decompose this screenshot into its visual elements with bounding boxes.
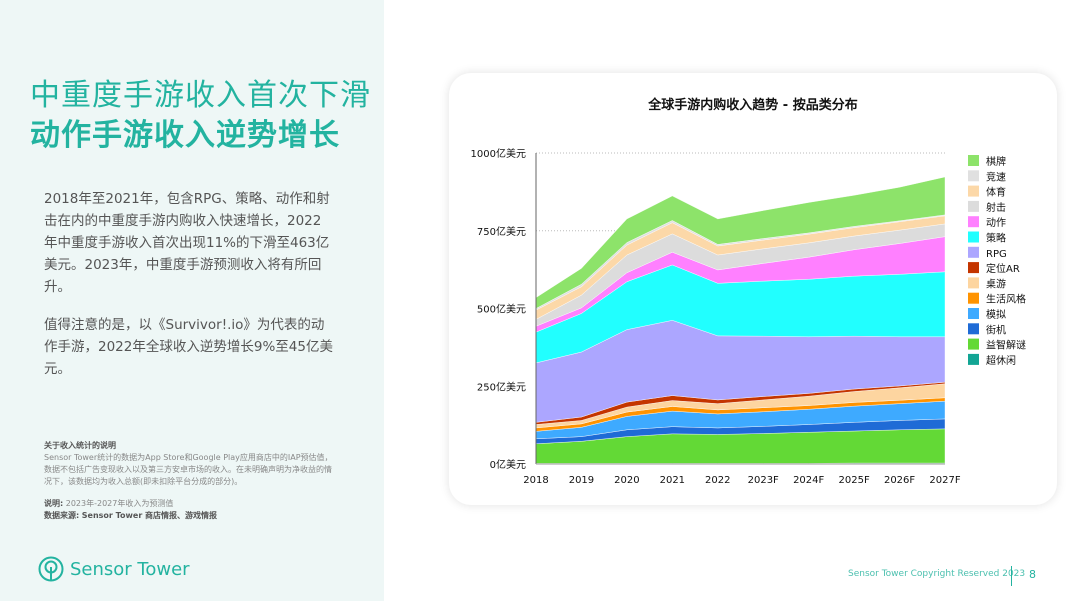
- body-paragraph-2: 值得注意的是，以《Survivor!.io》为代表的动作手游，2022年全球收入…: [44, 317, 333, 377]
- note-label: 说明:: [44, 499, 64, 508]
- legend-label: 生活风格: [986, 293, 1026, 306]
- left-panel: 中重度手游收入首次下滑 动作手游收入逆势增长 2018年至2021年，包含RPG…: [0, 0, 384, 601]
- footer-divider: [1011, 566, 1012, 586]
- legend-swatch-RPG: [968, 246, 979, 258]
- headline-line2: 动作手游收入逆势增长: [30, 118, 340, 153]
- x-tick-label: 2023F: [748, 475, 779, 486]
- legend-swatch-策略: [968, 231, 979, 243]
- legend-swatch-桌游: [968, 277, 979, 289]
- legend-swatch-棋牌: [968, 155, 979, 166]
- legend-label: 策略: [986, 232, 1006, 245]
- x-tick-label: 2019: [569, 475, 594, 486]
- x-tick-label: 2022: [705, 475, 730, 486]
- legend-swatch-定位AR: [968, 262, 979, 274]
- legend-label: 模拟: [986, 308, 1006, 321]
- legend-swatch-益智解谜: [968, 338, 979, 350]
- legend-swatch-射击: [968, 200, 979, 212]
- y-tick-label: 500亿美元: [477, 303, 526, 316]
- x-tick-label: 2018: [523, 475, 548, 486]
- legend-label: 棋牌: [986, 155, 1006, 168]
- footer-copyright: Sensor Tower Copyright Reserved 2023: [848, 569, 1026, 579]
- body-paragraph-1: 2018年至2021年，包含RPG、策略、动作和射击在内的中重度手游内购收入快速…: [44, 191, 330, 295]
- x-tick-label: 2027F: [929, 475, 960, 486]
- logo-text: Sensor Tower: [70, 558, 190, 580]
- y-tick-label: 250亿美元: [477, 380, 526, 393]
- x-tick-label: 2025F: [839, 475, 870, 486]
- x-tick-label: 2024F: [793, 475, 824, 486]
- legend-label: 动作: [986, 217, 1006, 229]
- sensor-tower-logo: Sensor Tower: [38, 556, 190, 582]
- legend-label: 定位AR: [986, 262, 1020, 275]
- legend-label: 桌游: [986, 277, 1006, 290]
- sensor-tower-logo-icon: [38, 556, 64, 582]
- x-tick-label: 2026F: [884, 475, 915, 486]
- legend-label: 益智解谜: [986, 339, 1026, 352]
- area-棋牌: [535, 176, 946, 309]
- legend-label: 街机: [986, 323, 1006, 336]
- notes-title: 关于收入统计的说明: [44, 441, 116, 450]
- legend-label: 体育: [986, 186, 1006, 199]
- source-label: 数据来源:: [44, 511, 80, 520]
- legend-swatch-超休闲: [968, 353, 979, 365]
- legend-swatch-动作: [968, 216, 979, 228]
- legend-label: 射击: [986, 202, 1006, 214]
- source-text: Sensor Tower 商店情报、游戏情报: [81, 511, 218, 520]
- headline-line1: 中重度手游收入首次下滑: [30, 78, 371, 113]
- legend-swatch-生活风格: [968, 292, 979, 304]
- legend-label: 竞速: [986, 170, 1006, 183]
- x-tick-label: 2021: [660, 475, 685, 486]
- legend-swatch-模拟: [968, 308, 979, 319]
- legend-label: RPG: [986, 249, 1007, 260]
- y-tick-label: 750亿美元: [477, 225, 526, 238]
- legend-swatch-竞速: [968, 170, 979, 182]
- note-text: 2023年-2027年收入为预测值: [65, 499, 174, 508]
- legend-swatch-体育: [968, 185, 979, 197]
- legend-label: 超休闲: [986, 354, 1016, 367]
- y-tick-label: 1000亿美元: [471, 147, 526, 160]
- page-number: 8: [1029, 568, 1036, 581]
- legend-swatch-街机: [968, 323, 979, 335]
- chart-title: 全球手游内购收入趋势 - 按品类分布: [648, 98, 858, 113]
- notes-body: Sensor Tower统计的数据为App Store和Google Play应…: [44, 453, 333, 486]
- y-tick-label: 0亿美元: [490, 458, 526, 471]
- notes-block: 关于收入统计的说明 Sensor Tower统计的数据为App Store和Go…: [44, 440, 334, 522]
- stacked-area-chart: 0亿美元 250亿美元 500亿美元 750亿美元 1000亿美元 2018 2019 202…: [471, 147, 1026, 486]
- x-tick-label: 2020: [614, 475, 639, 486]
